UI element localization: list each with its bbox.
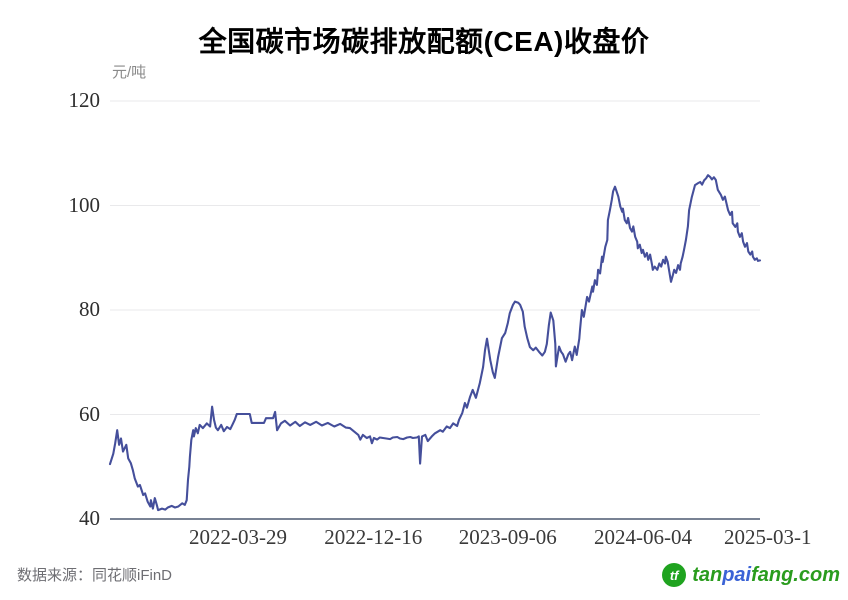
x-axis-tick-label: 2022-03-29	[189, 525, 288, 549]
y-axis-tick-label: 120	[68, 88, 101, 112]
gridlines	[110, 100, 760, 520]
tanpaifang-logo[interactable]: tf tanpaifang.com	[662, 563, 840, 587]
x-axis-tick-label: 2023-09-06	[458, 525, 557, 549]
logo-text-fang-com: fang.com	[751, 563, 840, 586]
price-line-series	[108, 174, 762, 512]
x-axis-tick-label: 2024-06-04	[594, 525, 692, 549]
y-axis-unit-label: 元/吨	[112, 64, 147, 81]
x-axis-tick-label: 2022-12-16	[324, 525, 423, 549]
page-title: 全国碳市场碳排放配额(CEA)收盘价	[198, 26, 650, 57]
tanpaifang-logo-icon: tf	[662, 563, 687, 587]
logo-text-tan: tan	[692, 563, 723, 586]
y-axis-tick-label: 40	[79, 506, 100, 530]
y-axis-tick-label: 100	[68, 192, 101, 217]
data-source-note: 数据来源：同花顺iFinD	[17, 567, 173, 584]
logo-text-pai: pai	[722, 563, 752, 586]
x-axis-tick-label: 2025-03-1	[724, 525, 812, 549]
y-axis-tick-label: 80	[79, 297, 100, 321]
y-axis-tick-label: 60	[79, 401, 100, 426]
tanpaifang-logo-text: tanpaifang.com	[692, 564, 840, 587]
